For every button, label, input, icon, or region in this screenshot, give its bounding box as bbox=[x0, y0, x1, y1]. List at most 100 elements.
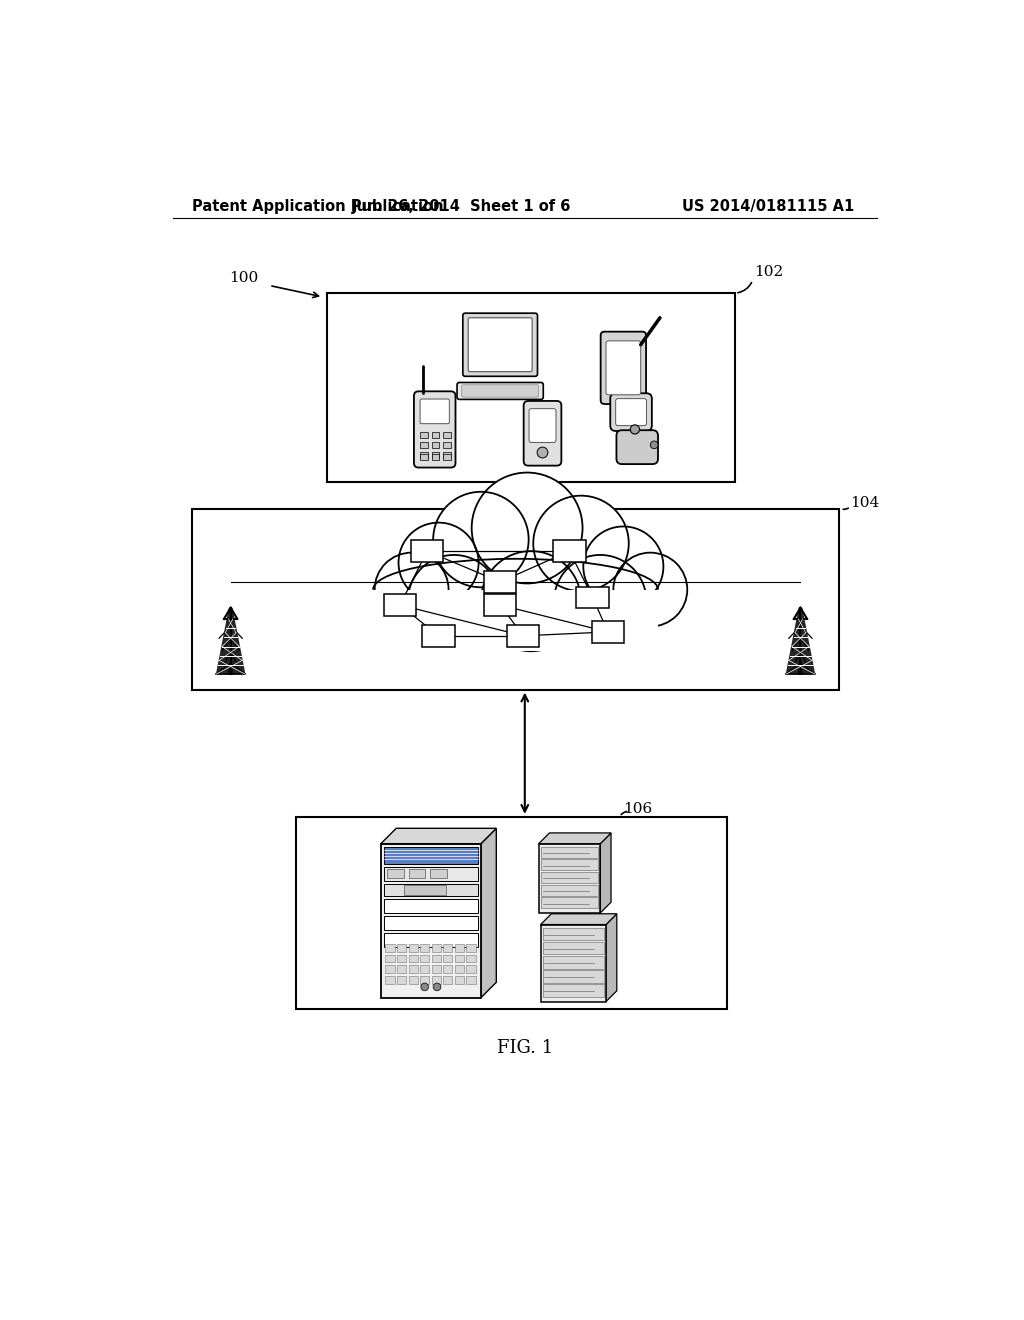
Bar bbox=[455, 954, 464, 962]
FancyBboxPatch shape bbox=[601, 331, 646, 404]
Bar bbox=[409, 954, 418, 962]
Bar bbox=[384, 867, 478, 880]
Bar bbox=[193, 508, 839, 689]
Bar bbox=[397, 944, 407, 952]
FancyBboxPatch shape bbox=[463, 313, 538, 376]
Circle shape bbox=[554, 554, 646, 647]
Bar bbox=[409, 944, 418, 952]
Bar bbox=[384, 899, 478, 913]
Circle shape bbox=[538, 447, 548, 458]
Bar bbox=[541, 873, 598, 883]
Bar bbox=[385, 977, 394, 983]
Bar bbox=[432, 977, 441, 983]
FancyBboxPatch shape bbox=[420, 399, 450, 424]
Bar bbox=[443, 454, 451, 459]
Bar bbox=[432, 954, 441, 962]
Circle shape bbox=[375, 553, 449, 627]
Bar bbox=[443, 977, 453, 983]
Bar bbox=[543, 970, 604, 983]
Bar bbox=[443, 965, 453, 973]
Circle shape bbox=[481, 552, 581, 651]
Text: 100: 100 bbox=[229, 271, 258, 285]
Polygon shape bbox=[785, 607, 815, 675]
Bar bbox=[420, 442, 428, 449]
Bar bbox=[577, 586, 608, 609]
Bar bbox=[385, 954, 394, 962]
Bar bbox=[403, 886, 446, 895]
Bar bbox=[409, 965, 418, 973]
Circle shape bbox=[433, 983, 441, 991]
Circle shape bbox=[584, 527, 664, 607]
Polygon shape bbox=[600, 833, 611, 913]
Bar bbox=[432, 432, 439, 438]
FancyBboxPatch shape bbox=[523, 401, 561, 466]
Bar bbox=[443, 944, 453, 952]
Bar bbox=[409, 977, 418, 983]
Text: 102: 102 bbox=[755, 265, 783, 280]
Bar bbox=[384, 847, 478, 863]
Polygon shape bbox=[381, 829, 497, 843]
Bar bbox=[543, 985, 604, 997]
Polygon shape bbox=[539, 833, 611, 843]
Polygon shape bbox=[541, 913, 616, 924]
FancyBboxPatch shape bbox=[529, 409, 556, 442]
Bar bbox=[432, 454, 439, 459]
Bar bbox=[430, 869, 447, 878]
Bar bbox=[466, 965, 475, 973]
Text: 104: 104 bbox=[851, 496, 880, 511]
Bar bbox=[541, 884, 598, 896]
Bar bbox=[422, 626, 455, 647]
Circle shape bbox=[421, 983, 429, 991]
Polygon shape bbox=[606, 913, 616, 1002]
Bar bbox=[420, 965, 429, 973]
Bar bbox=[420, 944, 429, 952]
Bar bbox=[543, 928, 604, 940]
Bar bbox=[385, 944, 394, 952]
Text: FIG. 1: FIG. 1 bbox=[497, 1039, 553, 1057]
Bar bbox=[409, 869, 425, 878]
Bar bbox=[385, 965, 394, 973]
Bar bbox=[541, 847, 598, 858]
Text: US 2014/0181115 A1: US 2014/0181115 A1 bbox=[682, 198, 854, 214]
Bar bbox=[387, 869, 403, 878]
Bar bbox=[296, 817, 727, 1010]
FancyBboxPatch shape bbox=[615, 399, 646, 425]
FancyBboxPatch shape bbox=[616, 430, 658, 465]
Bar bbox=[484, 572, 516, 593]
Bar bbox=[455, 944, 464, 952]
FancyBboxPatch shape bbox=[462, 385, 539, 397]
Bar bbox=[543, 956, 604, 969]
Bar bbox=[432, 944, 441, 952]
Bar bbox=[466, 954, 475, 962]
Polygon shape bbox=[481, 829, 497, 998]
Bar bbox=[466, 977, 475, 983]
Bar bbox=[541, 859, 598, 870]
Circle shape bbox=[534, 496, 629, 591]
Circle shape bbox=[650, 441, 658, 449]
Bar bbox=[541, 898, 598, 908]
Circle shape bbox=[613, 553, 687, 627]
Bar bbox=[432, 965, 441, 973]
Circle shape bbox=[631, 425, 640, 434]
Bar bbox=[373, 590, 658, 651]
Bar bbox=[455, 977, 464, 983]
Bar bbox=[432, 453, 439, 458]
Bar bbox=[420, 453, 428, 458]
Bar bbox=[455, 965, 464, 973]
FancyBboxPatch shape bbox=[457, 383, 544, 400]
Bar bbox=[420, 454, 428, 459]
Bar bbox=[420, 432, 428, 438]
Text: Jun. 26, 2014  Sheet 1 of 6: Jun. 26, 2014 Sheet 1 of 6 bbox=[352, 198, 571, 214]
Bar bbox=[384, 594, 416, 615]
Bar bbox=[507, 626, 540, 647]
Circle shape bbox=[408, 554, 500, 647]
Bar bbox=[592, 622, 625, 643]
Bar bbox=[420, 954, 429, 962]
FancyBboxPatch shape bbox=[610, 393, 652, 430]
Bar bbox=[397, 977, 407, 983]
Bar bbox=[541, 924, 606, 1002]
Bar bbox=[384, 933, 478, 946]
Bar bbox=[397, 965, 407, 973]
Bar bbox=[381, 843, 481, 998]
Bar bbox=[466, 944, 475, 952]
